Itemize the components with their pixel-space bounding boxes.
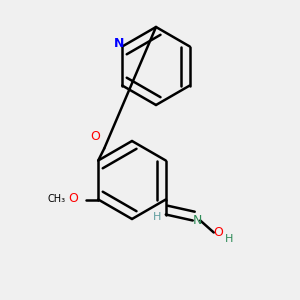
Text: H: H <box>225 233 233 244</box>
Text: CH₃: CH₃ <box>47 194 65 205</box>
Text: O: O <box>68 191 78 205</box>
Text: O: O <box>213 226 223 239</box>
Text: N: N <box>193 214 202 227</box>
Text: H: H <box>153 212 161 223</box>
Text: O: O <box>90 130 100 143</box>
Text: N: N <box>114 37 124 50</box>
